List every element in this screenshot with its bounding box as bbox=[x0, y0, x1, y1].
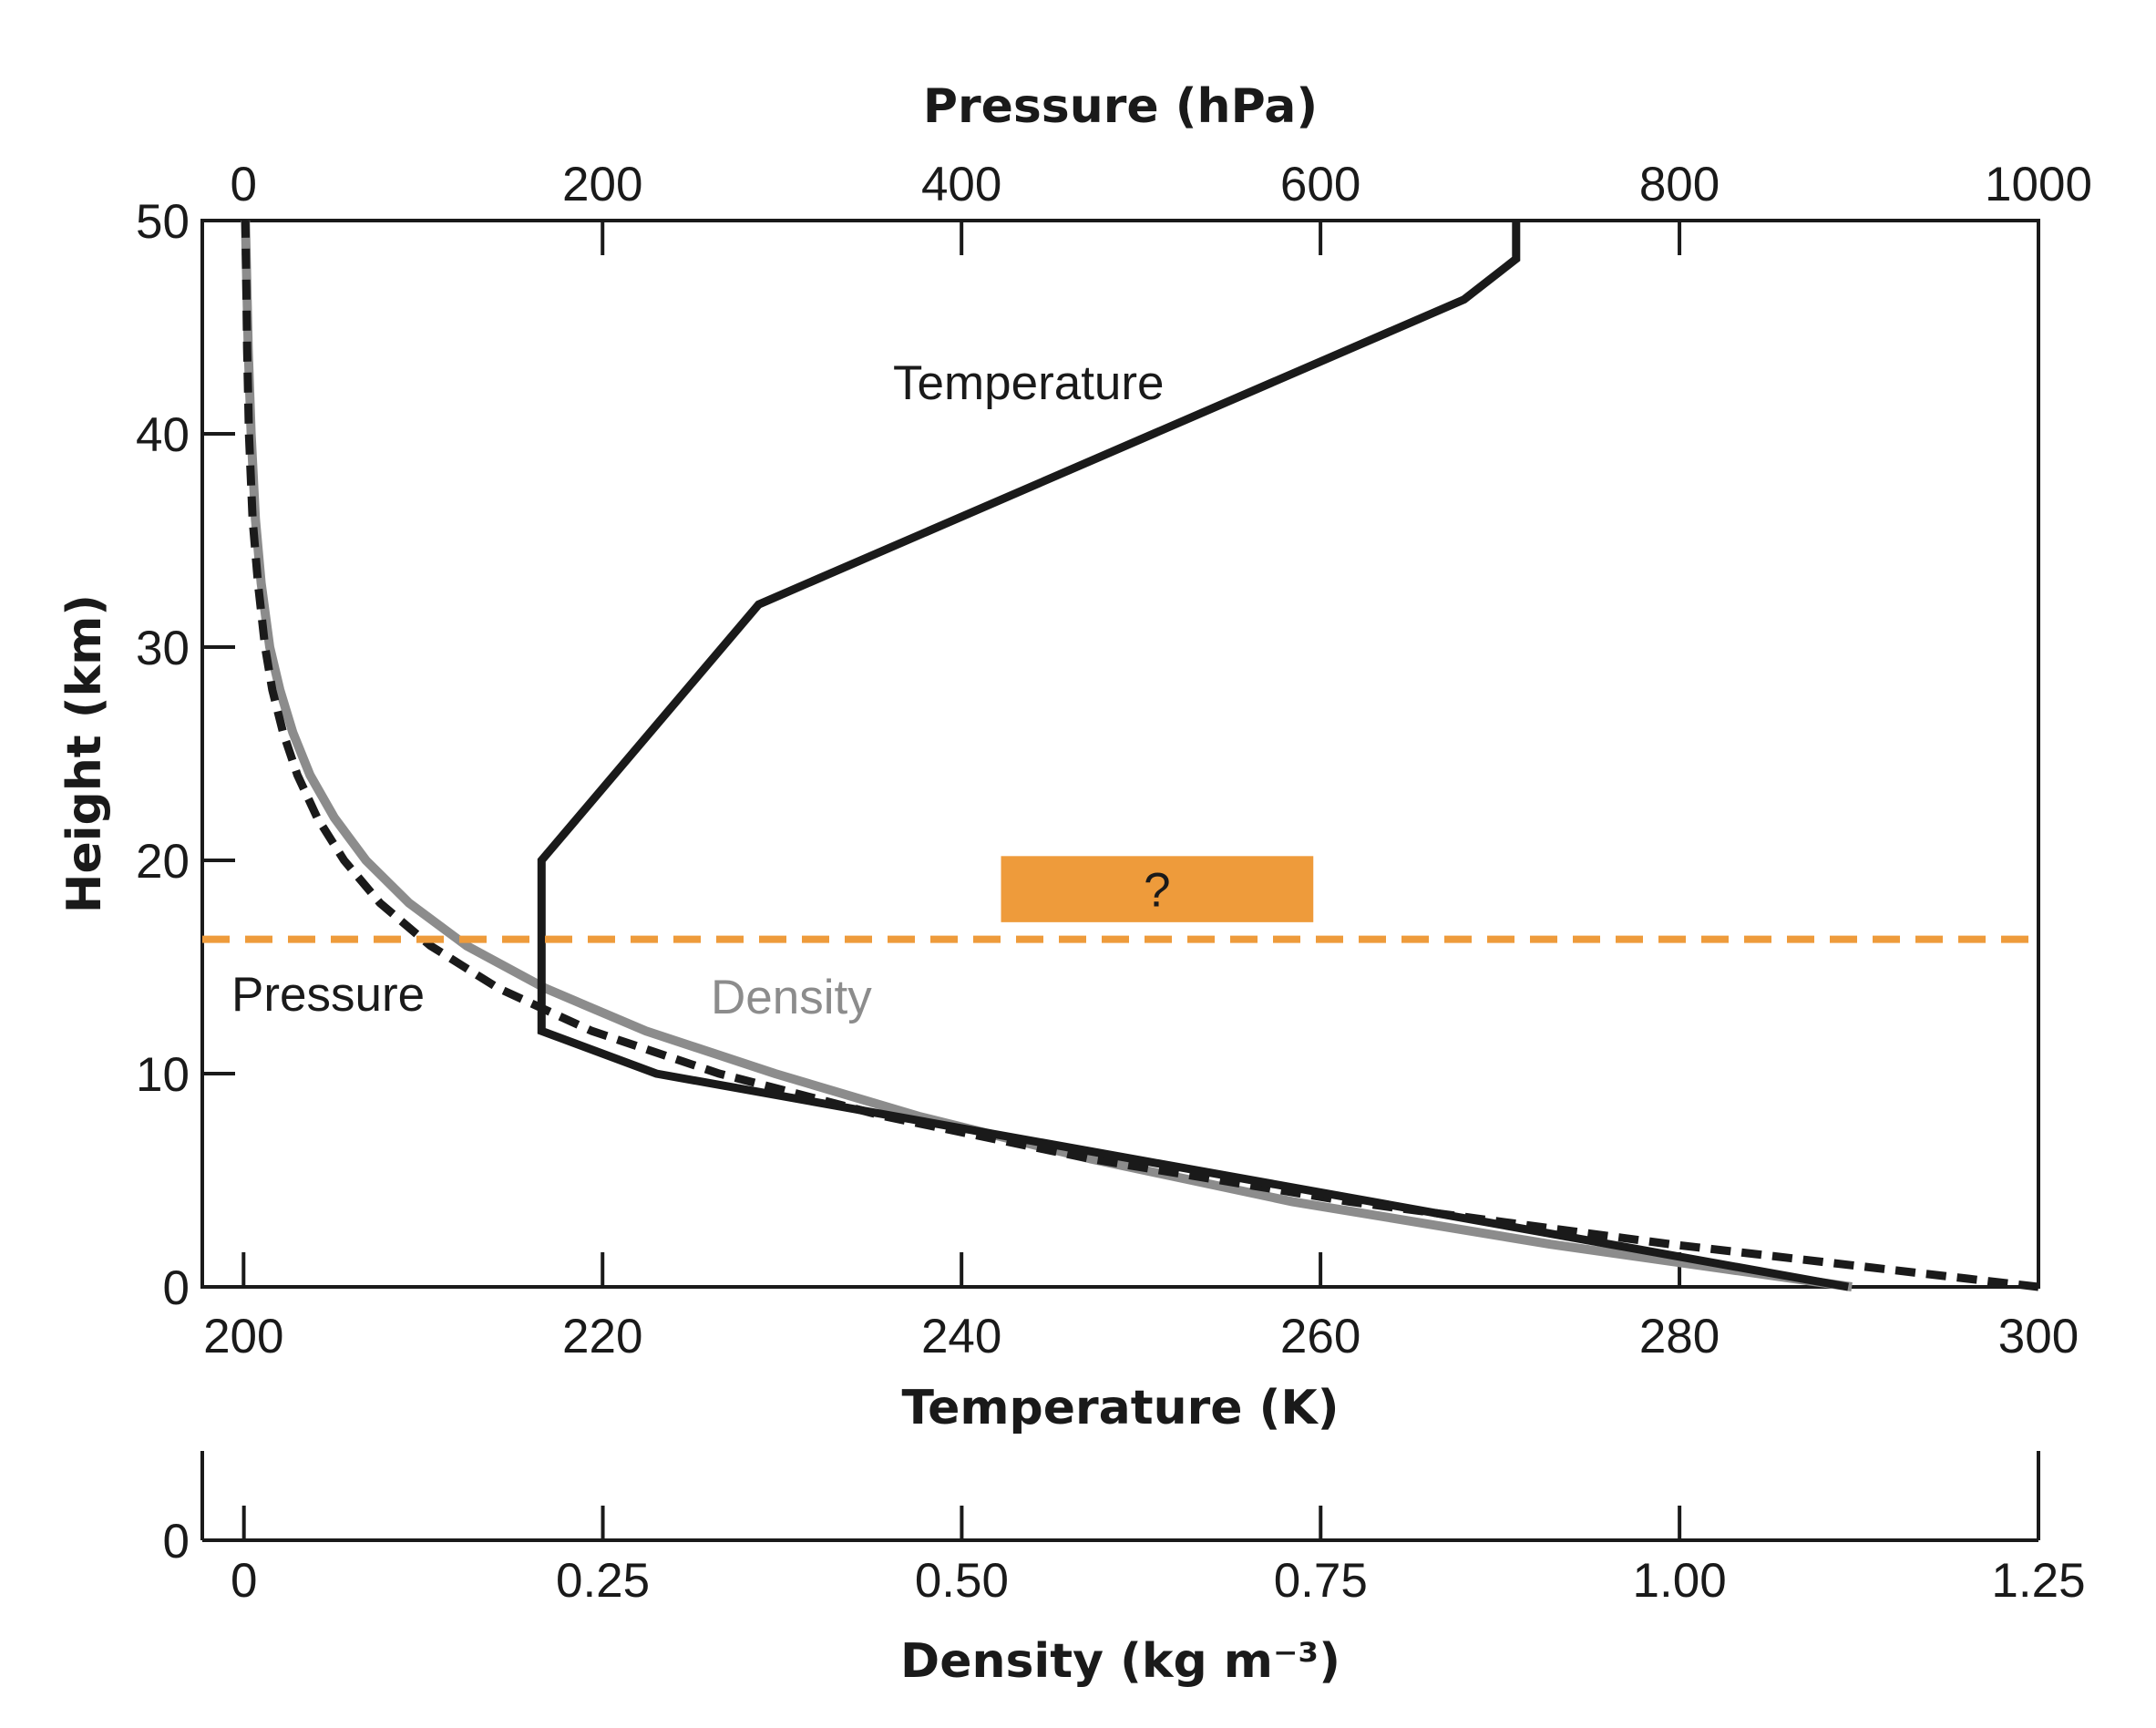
pressure-tick-label: 400 bbox=[921, 158, 1001, 211]
temperature-tick-label: 240 bbox=[921, 1310, 1001, 1363]
temperature-series-line bbox=[537, 221, 1849, 1291]
height-tick-label: 10 bbox=[136, 1048, 190, 1102]
plot-frame bbox=[200, 219, 2040, 1289]
density-tick-label: 0.25 bbox=[556, 1554, 650, 1608]
pressure-tick-label: 1000 bbox=[1985, 158, 2092, 211]
pressure-tick-label: 200 bbox=[562, 158, 642, 211]
density-series-label: Density bbox=[711, 971, 872, 1024]
density-tick-label: 1.00 bbox=[1633, 1554, 1727, 1608]
question-box bbox=[1001, 856, 1314, 922]
pressure-tick-label: 800 bbox=[1639, 158, 1720, 211]
height-axis-title: Height (km) bbox=[57, 594, 112, 913]
temperature-axis-title: Temperature (K) bbox=[902, 1381, 1340, 1435]
height-tick-label: 30 bbox=[136, 622, 190, 675]
temperature-tick-label: 300 bbox=[1998, 1310, 2079, 1363]
density-tick-label: 0 bbox=[231, 1554, 257, 1608]
temperature-series-label: Temperature bbox=[893, 356, 1165, 410]
density-axis-title: Density (kg m⁻³) bbox=[900, 1634, 1340, 1689]
height-tick-label: 0 bbox=[163, 1261, 190, 1315]
temperature-tick-label: 200 bbox=[203, 1310, 283, 1363]
pressure-series-label: Pressure bbox=[231, 968, 425, 1022]
density-zero-label: 0 bbox=[163, 1515, 190, 1569]
question-box-label: ? bbox=[1144, 864, 1170, 918]
density-tick-label: 0.50 bbox=[915, 1554, 1009, 1608]
pressure-tick-label: 600 bbox=[1280, 158, 1360, 211]
pressure-axis-title: Pressure (hPa) bbox=[923, 79, 1318, 134]
height-tick-label: 20 bbox=[136, 835, 190, 889]
temperature-tick-label: 280 bbox=[1639, 1310, 1720, 1363]
density-tick-label: 1.25 bbox=[1991, 1554, 2085, 1608]
temperature-tick-label: 260 bbox=[1280, 1310, 1360, 1363]
height-tick-label: 50 bbox=[136, 195, 190, 249]
height-tick-label: 40 bbox=[136, 408, 190, 462]
temperature-tick-label: 220 bbox=[562, 1310, 642, 1363]
density-tick-label: 0.75 bbox=[1274, 1554, 1368, 1608]
pressure-series-line bbox=[241, 220, 2039, 1291]
pressure-tick-label: 0 bbox=[231, 158, 257, 211]
